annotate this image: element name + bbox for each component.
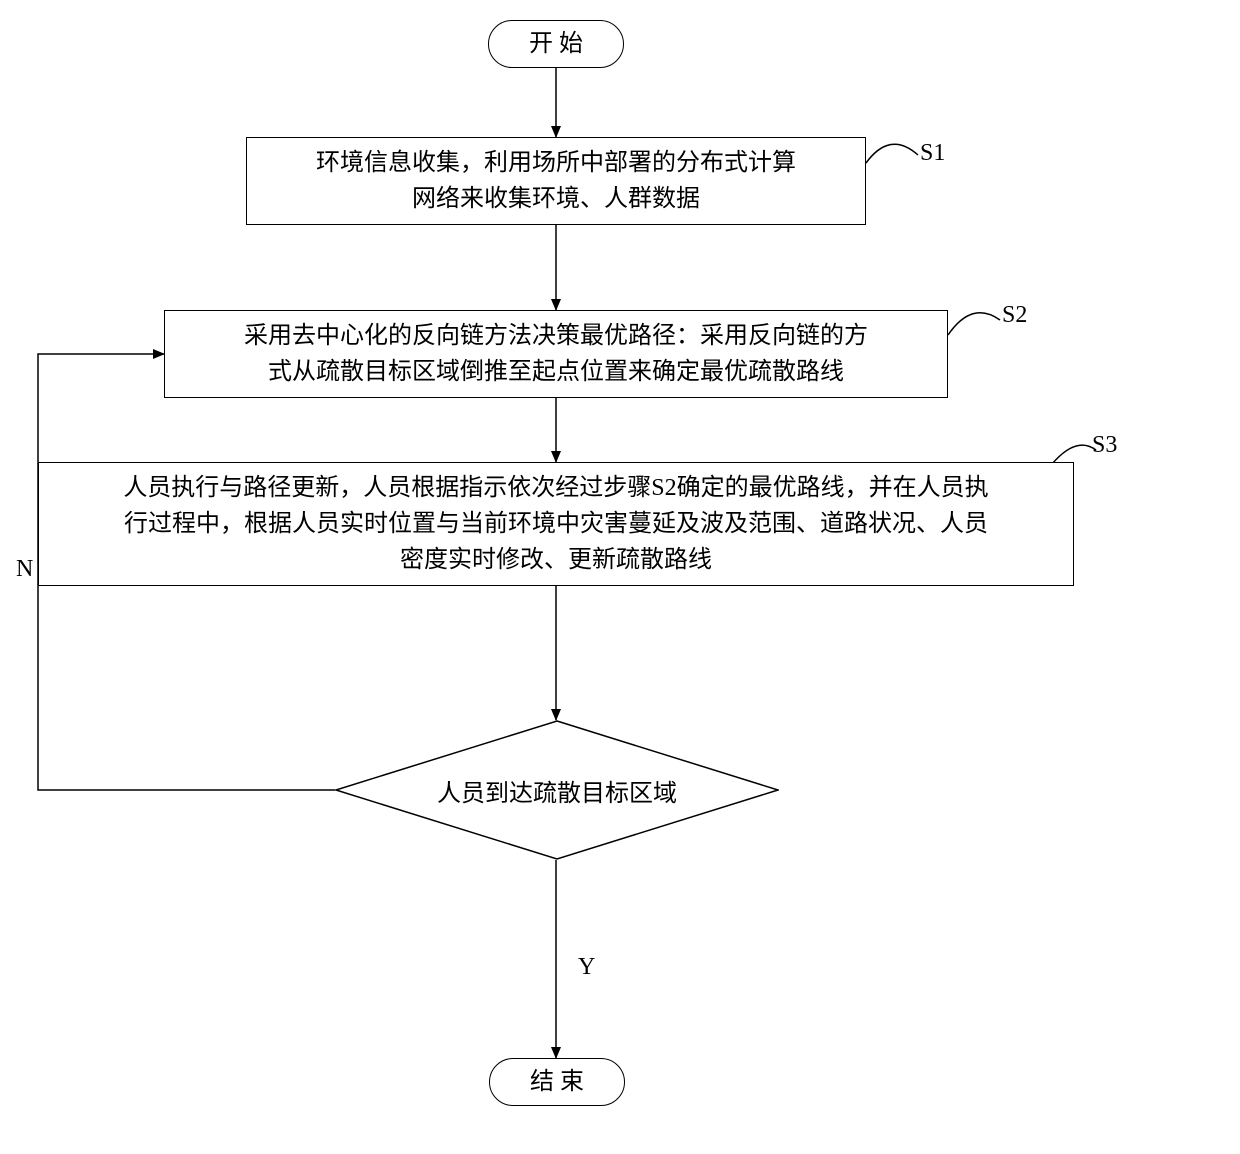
terminal-start-text: 开 始	[529, 26, 583, 62]
step-label-s3-text: S3	[1092, 432, 1117, 458]
step-label-s2-text: S2	[1002, 302, 1027, 328]
step-label-s1: S1	[920, 140, 945, 167]
edge-label-yes: Y	[578, 954, 595, 981]
edge-label-yes-text: Y	[578, 954, 595, 980]
terminal-end-text: 结 束	[530, 1064, 584, 1100]
step-label-s1-text: S1	[920, 140, 945, 166]
process-s3-text: 人员执行与路径更新，人员根据指示依次经过步骤S2确定的最优路线，并在人员执 行过…	[123, 470, 988, 578]
edge-label-no-text: N	[16, 556, 33, 582]
decision-text: 人员到达疏散目标区域	[437, 773, 677, 808]
step-label-s2: S2	[1002, 302, 1027, 329]
terminal-end: 结 束	[489, 1058, 625, 1106]
process-s2-text: 采用去中心化的反向链方法决策最优路径：采用反向链的方 式从疏散目标区域倒推至起点…	[244, 318, 868, 390]
edge-label-no: N	[16, 556, 33, 583]
process-s1: 环境信息收集，利用场所中部署的分布式计算 网络来收集环境、人群数据	[246, 137, 866, 225]
process-s1-text: 环境信息收集，利用场所中部署的分布式计算 网络来收集环境、人群数据	[316, 145, 796, 217]
terminal-start: 开 始	[488, 20, 624, 68]
process-s3: 人员执行与路径更新，人员根据指示依次经过步骤S2确定的最优路线，并在人员执 行过…	[38, 462, 1074, 586]
process-s2: 采用去中心化的反向链方法决策最优路径：采用反向链的方 式从疏散目标区域倒推至起点…	[164, 310, 948, 398]
step-label-s3: S3	[1092, 432, 1117, 459]
decision-node: 人员到达疏散目标区域	[335, 720, 779, 860]
flowchart-container: 开 始 环境信息收集，利用场所中部署的分布式计算 网络来收集环境、人群数据 采用…	[0, 0, 1240, 1154]
